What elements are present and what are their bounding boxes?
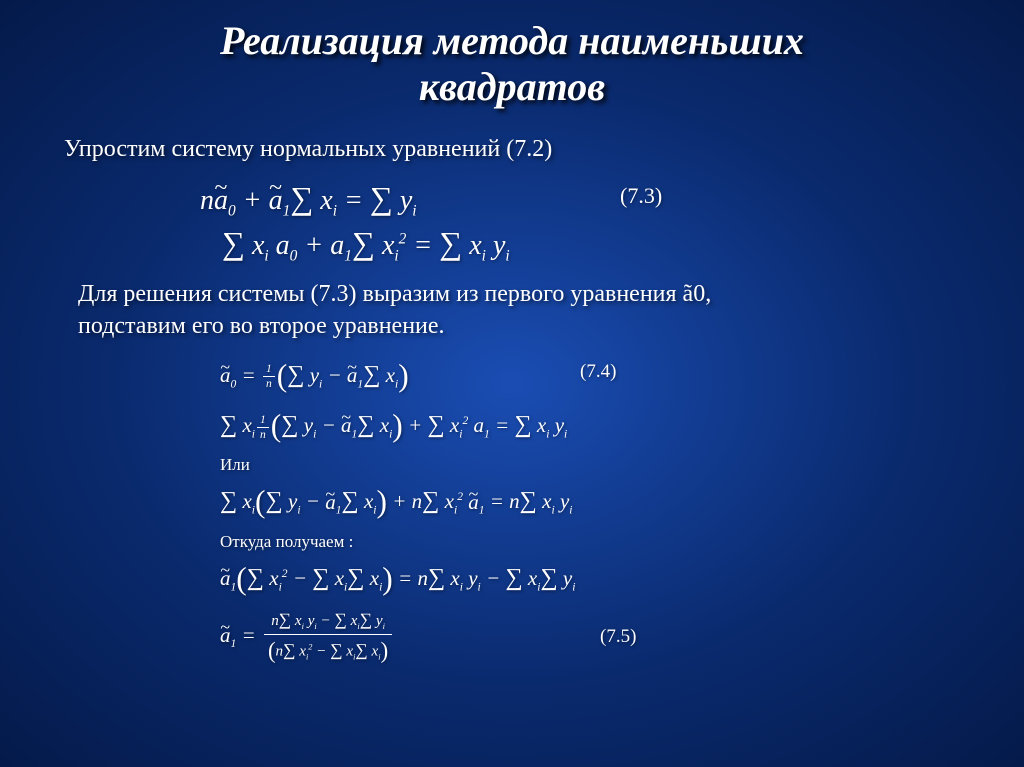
para-line-2: подставим его во второе уравнение. xyxy=(78,313,445,339)
eq-ref-7-4: (7.4) xyxy=(580,357,616,387)
title-line-1: Реализация метода наименьших xyxy=(220,18,804,63)
equation-7-3: na0 + a1∑ xi = ∑ yi ∑ xi a0 + a1∑ xi2 = … xyxy=(200,177,964,268)
slide-title: Реализация метода наименьших квадратов xyxy=(60,18,964,110)
equation-derived: a1(∑ xi2 − ∑ xi∑ xi) = n∑ xi yi − ∑ xi∑ … xyxy=(220,554,964,604)
note-from: Откуда получаем : xyxy=(220,532,964,552)
paragraph: Для решения системы (7.3) выразим из пер… xyxy=(78,278,964,343)
slide: Реализация метода наименьших квадратов У… xyxy=(0,0,1024,664)
equation-7-5: a1 = n∑ xi yi − ∑ xi∑ yi (n∑ xi2 − ∑ xi∑… xyxy=(220,610,964,664)
equation-or: ∑ xi(∑ yi − a1∑ xi) + n∑ xi2 a1 = n∑ xi … xyxy=(220,477,964,527)
eq-7-3-line-1: na0 + a1∑ xi = ∑ yi xyxy=(200,177,964,222)
equation-7-4: a0 = 1n(∑ yi − a1∑ xi) (7.4) xyxy=(220,351,964,401)
title-line-2: квадратов xyxy=(419,64,605,109)
equation-substitution: ∑ xi1n(∑ yi − a1∑ xi) + ∑ xi2 a1 = ∑ xi … xyxy=(220,401,964,451)
para-line-1: Для решения системы (7.3) выразим из пер… xyxy=(78,281,711,307)
eq-ref-7-5: (7.5) xyxy=(600,622,636,652)
eq-ref-7-3: (7.3) xyxy=(620,183,662,209)
note-or: Или xyxy=(220,455,964,475)
intro-text: Упростим систему нормальных уравнений (7… xyxy=(64,136,964,163)
eq-7-3-line-2: ∑ xi a0 + a1∑ xi2 = ∑ xi yi xyxy=(222,222,964,267)
